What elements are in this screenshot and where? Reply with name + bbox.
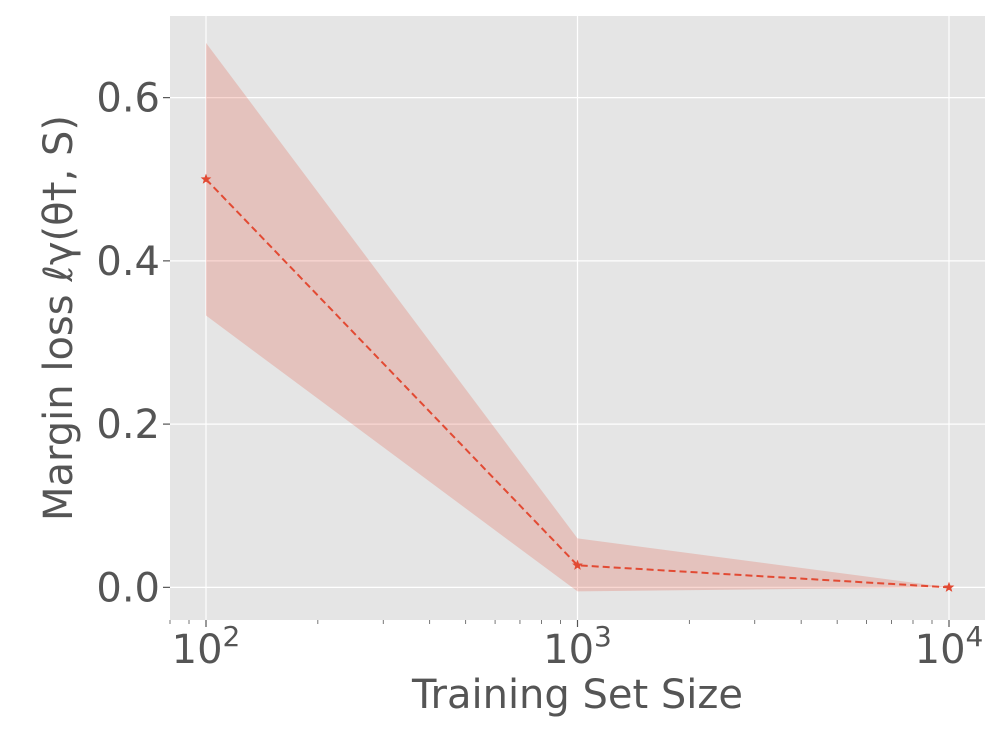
confidence-band-layer <box>206 42 949 592</box>
data-point-marker <box>943 581 955 592</box>
x-tick-label: 104 <box>915 620 984 673</box>
x-tick-label-exponent: 3 <box>594 620 612 653</box>
series-marker-layer <box>200 173 955 592</box>
y-tick-label: 0.0 <box>96 565 160 611</box>
y-tick-label: 0.4 <box>96 239 160 285</box>
series-line-layer <box>205 178 950 589</box>
grid-layer <box>170 16 985 620</box>
x-tick-label-base: 10 <box>915 627 966 673</box>
confidence-band <box>206 42 949 592</box>
x-tick-label-exponent: 2 <box>223 620 241 653</box>
data-point-marker <box>200 173 212 184</box>
y-tick-label: 0.2 <box>96 402 160 448</box>
x-tick-label: 102 <box>172 620 241 673</box>
x-axis-label: Training Set Size <box>411 672 743 718</box>
x-tick-label: 103 <box>543 620 612 673</box>
series-line <box>205 178 950 589</box>
x-tick-label-base: 10 <box>172 627 223 673</box>
y-axis-label: Margin loss ℓγ(θ†, S) <box>36 115 82 521</box>
x-tick-label-exponent: 4 <box>966 620 984 653</box>
axis-label-layer: Training Set Size Margin loss ℓγ(θ†, S) <box>36 115 743 718</box>
data-point-marker <box>572 559 583 570</box>
x-tick-label-base: 10 <box>543 627 594 673</box>
y-tick-label: 0.6 <box>96 76 160 122</box>
